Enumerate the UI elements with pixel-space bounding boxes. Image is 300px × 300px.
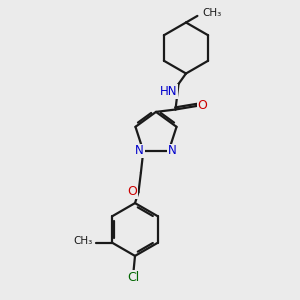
Text: HN: HN bbox=[160, 85, 177, 98]
Text: O: O bbox=[198, 99, 207, 112]
Text: CH₃: CH₃ bbox=[74, 236, 93, 247]
Text: CH₃: CH₃ bbox=[203, 8, 222, 19]
Text: Cl: Cl bbox=[128, 271, 140, 284]
Text: O: O bbox=[127, 185, 137, 198]
Text: N: N bbox=[168, 145, 177, 158]
Text: N: N bbox=[135, 145, 144, 158]
